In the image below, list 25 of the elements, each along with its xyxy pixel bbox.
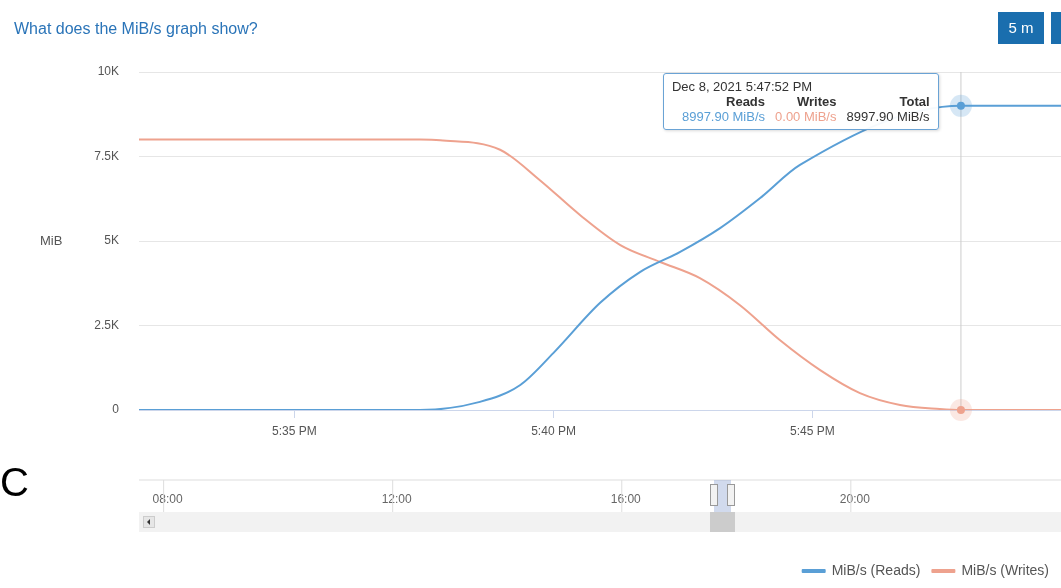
text: 5 m (998, 12, 1044, 44)
x-tick-label: 5:40 PM (531, 423, 576, 438)
legend-label: MiB/s (Writes) (961, 561, 1049, 578)
x-tick-label: 5:35 PM (272, 423, 317, 438)
chart-title: What does the MiB/s graph show? (14, 20, 258, 38)
y-tick-label: 0 (112, 402, 120, 417)
x2-tick-label: 12:00 (381, 491, 413, 506)
legend-label: MiB/s (Reads) (831, 561, 921, 578)
annotation: 0.00 MiB/s (774, 108, 837, 124)
y-tick-label: 2.5K (94, 317, 119, 332)
x2-tick-label: 20:00 (839, 491, 871, 506)
annotation: 8997.90 MiB/s (845, 108, 930, 124)
annotation: Dec 8, 2021 5:47:52 PM (671, 78, 814, 94)
annotation: Total (898, 93, 930, 109)
x2-tick-label: 16:00 (610, 491, 642, 506)
annotation: 8997.90 MiB/s (680, 108, 766, 124)
x-tick-label: 5:45 PM (790, 423, 835, 438)
x2-tick-label: 08:00 (152, 491, 183, 506)
annotation: Reads (725, 93, 766, 109)
y-axis-title: MiB (40, 232, 63, 248)
annotation: Writes (795, 93, 837, 109)
y-tick-label: 10K (97, 64, 119, 79)
y-tick-label: 7.5K (94, 148, 119, 163)
y-tick-label: 5K (104, 233, 119, 248)
text: C (0, 460, 29, 505)
